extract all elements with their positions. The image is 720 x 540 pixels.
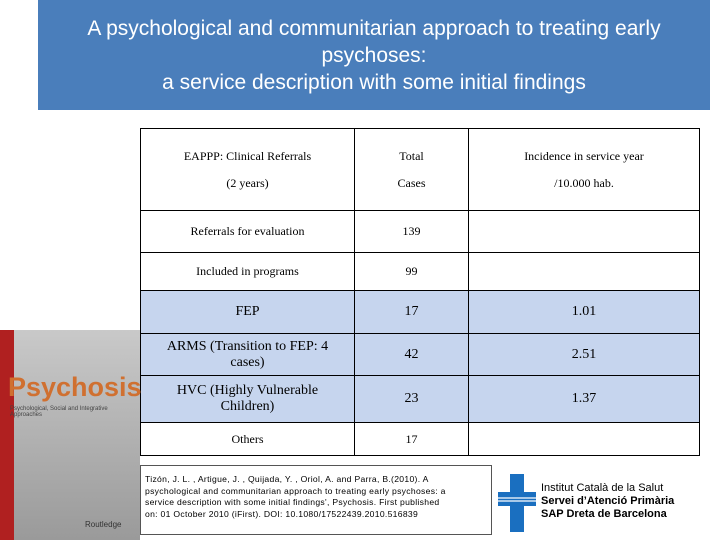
logo-cross: [498, 474, 536, 532]
table-cell: 23: [354, 375, 469, 423]
cover-publisher: Routledge: [85, 520, 122, 529]
table-cell: 139: [354, 210, 469, 253]
cover-subtitle: Psychological, Social and Integrative Ap…: [10, 406, 108, 418]
table-row: Others 17: [140, 422, 700, 456]
table-cell: Referrals for evaluation: [140, 210, 355, 253]
table-cell: 99: [354, 252, 469, 291]
institution: Institut Català de la Salut Servei d’Aten…: [541, 482, 674, 521]
institution-line: Servei d’Atenció Primària: [541, 495, 675, 507]
header-row: EAPPP: Clinical Referrals (2 years) Total C…: [140, 128, 700, 211]
cell-text: 23: [404, 391, 419, 406]
cover-band: [0, 330, 14, 540]
header-cell: Incidence in service year/10.000 hab.: [468, 128, 700, 211]
cell-text: 2.51: [571, 346, 597, 362]
cell-text: Referrals for evaluation: [190, 224, 305, 238]
table-cell: 1.37: [468, 375, 700, 423]
table-row: FEP 17 1.01: [140, 290, 700, 334]
cell-text: Included in programs: [196, 264, 299, 278]
header-line: (2 years): [226, 175, 269, 190]
cell-text: ARMS (Transition to FEP: 4 cases): [166, 338, 329, 370]
table-row: Referrals for evaluation 139: [140, 210, 700, 253]
journal-cover: Psychosis Psychological, Social and Inte…: [0, 330, 142, 540]
table-cell: 1.01: [468, 290, 700, 334]
citation-line: psychological and communitarian approach…: [145, 485, 446, 496]
citation-line: on: 01 October 2010 (iFirst). DOI: 10.10…: [145, 508, 419, 519]
table-row: ARMS (Transition to FEP: 4 cases) 42 2.51: [140, 333, 700, 376]
table-cell: 17: [354, 290, 469, 334]
table-cell: Others: [140, 422, 355, 456]
cell-text: Others: [231, 431, 264, 446]
title-line: psychoses:: [321, 44, 427, 67]
referrals-table: EAPPP: Clinical Referrals (2 years) Total C…: [140, 128, 700, 456]
table-cell: [468, 210, 700, 253]
cell-text: FEP: [235, 304, 260, 319]
logo: [498, 474, 536, 532]
cell-text: 139: [402, 224, 421, 238]
citation-line: Tizón, J. L. , Artigue, J. , Quijada, Y.…: [145, 474, 429, 484]
table-cell: [468, 422, 700, 456]
logo-stripes: [498, 497, 536, 502]
table-cell: [468, 252, 700, 291]
citation-line: service description with some initial fi…: [145, 497, 440, 507]
title-line: a service description with some initial …: [162, 71, 586, 94]
table-row: HVC (Highly Vulnerable Children) 23 1.37: [140, 375, 700, 423]
table-cell: HVC (Highly Vulnerable Children): [140, 375, 355, 423]
table-cell: 2.51: [468, 333, 700, 376]
table-cell: 17: [354, 422, 469, 456]
cell-text: 1.37: [571, 391, 597, 406]
header-cell: Total Cases: [354, 128, 469, 211]
header-line: Cases: [397, 175, 426, 190]
institution-line: SAP Dreta de Barcelona: [541, 508, 667, 520]
header-line: Total: [399, 148, 424, 163]
table-cell: FEP: [140, 290, 355, 334]
table-cell: ARMS (Transition to FEP: 4 cases): [140, 333, 355, 376]
title-line: A psychological and communitarian approa…: [87, 17, 661, 40]
table-cell: Included in programs: [140, 252, 355, 291]
header-line: EAPPP: Clinical Referrals: [183, 148, 312, 163]
table-cell: 42: [354, 333, 469, 376]
title-banner: A psychological and communitarian approa…: [38, 0, 710, 110]
cell-text: 17: [404, 304, 419, 319]
cell-text: 1.01: [571, 304, 597, 319]
cover-title: Psychosis: [8, 372, 142, 402]
header-cell: EAPPP: Clinical Referrals (2 years): [140, 128, 355, 211]
header-line: Incidence in service year: [524, 148, 644, 163]
header-line: /10.000 hab.: [554, 175, 614, 190]
cell-text: 17: [405, 431, 418, 446]
institution-line: Institut Català de la Salut: [541, 482, 664, 494]
citation: Tizón, J. L. , Artigue, J. , Quijada, Y.…: [140, 465, 492, 535]
table-row: Included in programs 99: [140, 252, 700, 291]
cell-text: 99: [405, 264, 418, 278]
cell-text: 42: [404, 346, 419, 362]
cell-text: HVC (Highly Vulnerable Children): [176, 383, 319, 414]
